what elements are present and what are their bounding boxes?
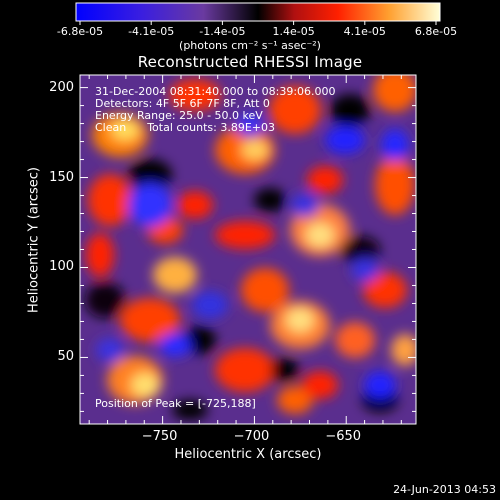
axis-ticks [80, 75, 416, 424]
intensity-blob [177, 191, 213, 219]
y-tick-label: 150 [49, 169, 74, 185]
peak-position-label: Position of Peak = [-725,188] [95, 397, 256, 410]
x-tick-label: −700 [233, 429, 270, 444]
intensity-blob [325, 126, 365, 154]
colorbar-tick-label: 4.1e-05 [343, 25, 386, 38]
intensity-blob [241, 268, 289, 312]
intensity-blob [277, 386, 313, 414]
intensity-blob [131, 373, 159, 397]
intensity-blob [111, 120, 139, 140]
intensity-blob [271, 358, 299, 382]
intensity-blob [302, 371, 338, 399]
intensity-blob [391, 334, 416, 366]
x-tick-label: −650 [325, 429, 362, 444]
x-axis-label: Heliocentric X (arcsec) [174, 447, 322, 462]
intensity-blob [128, 159, 172, 191]
colorbar-tick-label: 6.8e-05 [414, 25, 458, 38]
chart-title: Reconstructed RHESSI Image [137, 53, 363, 71]
intensity-blob [85, 282, 125, 318]
intensity-blob [340, 236, 380, 264]
intensity-blob [169, 79, 221, 111]
intensity-blob [375, 155, 415, 215]
intensity-blob [381, 129, 409, 161]
intensity-blob [159, 333, 191, 357]
colorbar [75, 2, 441, 22]
intensity-blob [215, 221, 275, 249]
info-line-energy: Energy Range: 25.0 - 50.0 keV [95, 109, 263, 122]
info-line-detectors: Detectors: 4F 5F 6F 7F 8F, Att 0 [95, 97, 270, 110]
intensity-blob [128, 183, 172, 227]
intensity-blob [86, 233, 114, 277]
x-tick-label: −750 [141, 429, 178, 444]
info-line-counts: Clean Total counts: 3.89E+03 [95, 121, 276, 134]
colorbar-tick-label: -4.1e-05 [128, 25, 175, 38]
intensity-blob [236, 113, 264, 137]
intensity-blob [88, 174, 132, 226]
intensity-blob [364, 371, 396, 399]
intensity-blob [192, 291, 228, 319]
y-tick-label: 50 [57, 349, 74, 365]
y-axis-label: Heliocentric Y (arcsec) [26, 167, 42, 313]
colorbar-label: (photons cm⁻² s⁻¹ asec⁻²) [179, 39, 321, 52]
intensity-blob [307, 166, 343, 194]
intensity-blob [172, 400, 208, 420]
intensity-blob [153, 257, 197, 293]
info-block: 31-Dec-2004 08:31:40.000 to 08:39:06.000… [95, 86, 336, 134]
intensity-blob [351, 258, 379, 282]
intensity-blob [335, 322, 375, 358]
intensity-blob [241, 140, 269, 160]
intensity-blob [96, 338, 124, 362]
intensity-blob [120, 298, 180, 342]
y-tick-label: 100 [49, 259, 74, 275]
footer-date: 24-Jun-2013 04:53 [393, 483, 496, 496]
colorbar-tick-label: 1.4e-05 [272, 25, 315, 38]
colorbar-ticks [79, 21, 437, 25]
intensity-blob [373, 75, 416, 112]
colorbar-tick-label: -6.8e-05 [56, 25, 104, 38]
colorbar-tick-label: -1.4e-05 [199, 25, 246, 38]
heatmap-image [80, 75, 416, 424]
intensity-blob [291, 193, 319, 217]
intensity-blob [363, 272, 407, 308]
intensity-blob [330, 94, 370, 126]
y-tick-label: 200 [49, 79, 74, 95]
intensity-blob [269, 86, 321, 134]
intensity-blob [215, 348, 275, 392]
intensity-blob [184, 326, 216, 354]
intensity-blob [286, 308, 314, 332]
intensity-blob [306, 223, 334, 247]
intensity-blob [254, 188, 286, 212]
info-line-time: 31-Dec-2004 08:31:40.000 to 08:39:06.000 [95, 85, 336, 98]
